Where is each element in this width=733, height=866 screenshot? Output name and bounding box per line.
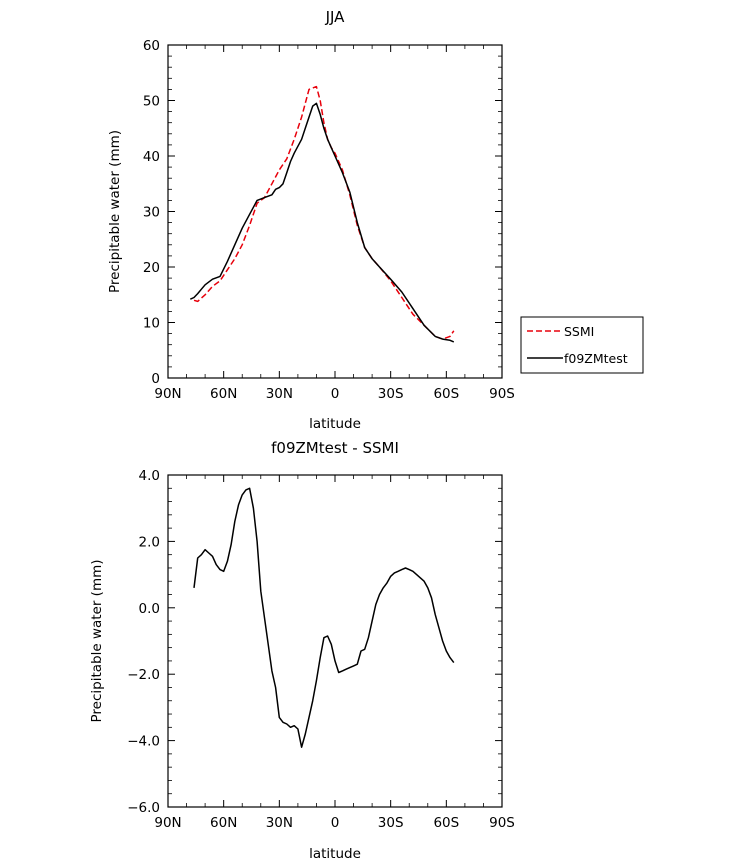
- legend-label-ssmi: SSMI: [564, 324, 594, 339]
- bottom-x-tick-label: 90S: [489, 815, 515, 831]
- bottom-chart-title: f09ZMtest - SSMI: [271, 439, 399, 457]
- top-y-tick-label: 20: [143, 260, 160, 276]
- top-x-tick-label: 0: [331, 386, 340, 402]
- top-y-axis-label: Precipitable water (mm): [107, 130, 123, 293]
- bottom-x-tick-label: 30N: [266, 815, 293, 831]
- bottom-y-axis: 4.0 2.0 0.0 −2.0 −4.0 −6.0: [127, 468, 502, 816]
- top-x-axis-label: latitude: [309, 416, 361, 432]
- bottom-series-line-difference: [193, 487, 455, 748]
- bottom-y-tick-label: −2.0: [127, 667, 160, 683]
- top-x-axis: 90N 60N 30N 0 30S 60S 90S: [154, 45, 515, 402]
- legend: SSMI f09ZMtest: [520, 316, 644, 374]
- bottom-y-tick-label: −4.0: [127, 734, 160, 750]
- top-x-tick-label: 60S: [433, 386, 459, 402]
- bottom-x-tick-label: 90N: [154, 815, 181, 831]
- top-y-tick-label: 10: [143, 316, 160, 332]
- bottom-y-tick-label: −6.0: [127, 800, 160, 816]
- top-y-tick-label: 0: [151, 371, 160, 387]
- bottom-y-tick-label: 4.0: [139, 468, 160, 484]
- top-series-line-f09zmtest: [189, 102, 455, 343]
- bottom-series-group: [193, 487, 455, 748]
- bottom-x-tick-label: 60N: [210, 815, 237, 831]
- top-x-tick-label: 90N: [154, 386, 181, 402]
- legend-label-f09zmtest: f09ZMtest: [564, 351, 628, 366]
- bottom-y-tick-label: 0.0: [139, 601, 160, 617]
- bottom-x-axis: 90N 60N 30N 0 30S 60S 90S: [154, 475, 515, 831]
- bottom-x-tick-label: 0: [331, 815, 340, 831]
- top-chart-title: JJA: [325, 8, 346, 26]
- bottom-y-axis-label: Precipitable water (mm): [89, 559, 105, 722]
- bottom-plot-frame: [167, 474, 503, 808]
- top-plot-frame: [167, 44, 503, 379]
- top-series-line-ssmi: [193, 85, 455, 340]
- top-y-tick-label: 50: [143, 94, 160, 110]
- top-y-tick-label: 60: [143, 38, 160, 54]
- bottom-x-tick-label: 60S: [433, 815, 459, 831]
- bottom-y-tick-label: 2.0: [139, 534, 160, 550]
- top-x-tick-label: 30N: [266, 386, 293, 402]
- top-series-group: [189, 85, 455, 343]
- bottom-x-axis-label: latitude: [309, 846, 361, 862]
- top-x-tick-label: 30S: [378, 386, 404, 402]
- top-panel: JJA 0 10 20 30 40 50 60 90N 60N 30N 0 30S 60S 90S la…: [107, 8, 644, 432]
- bottom-x-tick-label: 30S: [378, 815, 404, 831]
- legend-box: [520, 316, 644, 374]
- top-x-tick-label: 60N: [210, 386, 237, 402]
- top-y-axis: 0 10 20 30 40 50 60: [143, 38, 502, 387]
- bottom-panel: f09ZMtest - SSMI 4.0 2.0 0.0 −2.0 −4.0 −6.0 9…: [89, 439, 515, 862]
- top-y-tick-label: 30: [143, 205, 160, 221]
- top-y-tick-label: 40: [143, 149, 160, 165]
- top-x-tick-label: 90S: [489, 386, 515, 402]
